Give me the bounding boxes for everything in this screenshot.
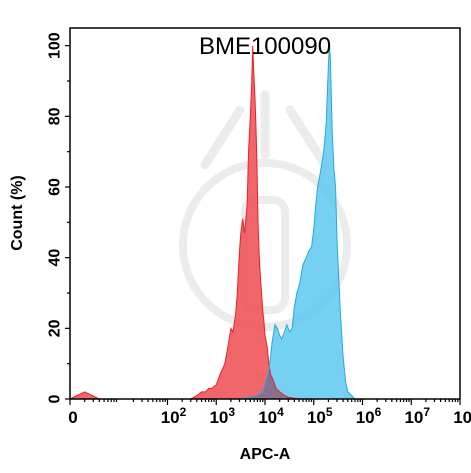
series-blue-line	[216, 45, 363, 400]
chart-title: BME100090	[199, 33, 331, 60]
y-tick-label: 20	[47, 319, 64, 337]
x-tick-label: 103	[209, 405, 235, 427]
x-tick-label: 105	[307, 405, 333, 427]
x-tick-label: 0	[68, 408, 77, 427]
series-blue-area	[216, 45, 363, 400]
y-axis: 0 20 40 60 80 100	[47, 32, 70, 403]
x-tick-label: 108	[453, 405, 471, 427]
y-tick-label: 100	[47, 32, 64, 59]
x-axis-title: APC-A	[240, 446, 291, 463]
x-tick-label: 104	[258, 405, 284, 427]
y-tick-label: 40	[47, 249, 64, 267]
series-red-line	[69, 45, 314, 400]
y-tick-label: 60	[47, 178, 64, 196]
x-axis: 0 102 103 104 105 106 107 108	[68, 399, 471, 427]
y-axis-title: Count (%)	[9, 175, 26, 251]
y-tick-label: 0	[47, 394, 64, 403]
x-tick-label: 102	[161, 405, 187, 427]
x-tick-label: 106	[356, 405, 382, 427]
y-tick-label: 80	[47, 107, 64, 125]
series-red-area	[70, 45, 314, 400]
x-tick-label: 107	[404, 405, 430, 427]
